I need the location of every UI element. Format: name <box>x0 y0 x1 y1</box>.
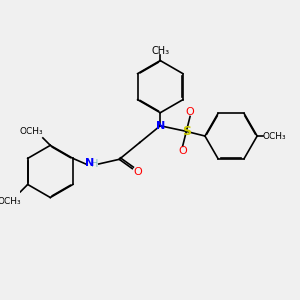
Text: O: O <box>178 146 187 156</box>
Text: H: H <box>91 159 99 169</box>
Text: N: N <box>156 121 165 131</box>
Text: CH₃: CH₃ <box>151 46 169 56</box>
Text: OCH₃: OCH₃ <box>20 127 44 136</box>
Text: O: O <box>186 107 194 117</box>
Text: O: O <box>134 167 142 177</box>
Text: N: N <box>85 158 94 168</box>
Text: OCH₃: OCH₃ <box>262 131 286 140</box>
Text: S: S <box>182 125 191 138</box>
Text: OCH₃: OCH₃ <box>0 197 21 206</box>
